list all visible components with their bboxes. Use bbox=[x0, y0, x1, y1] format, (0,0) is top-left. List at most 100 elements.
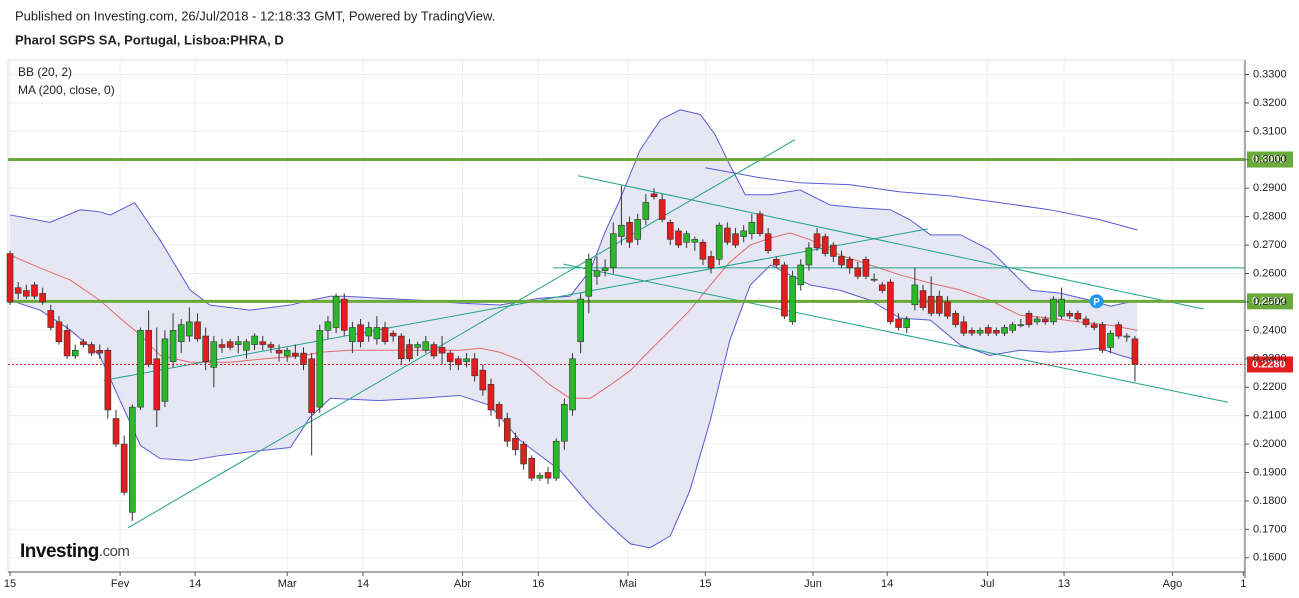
trend-line bbox=[103, 228, 928, 381]
candle-body bbox=[112, 418, 120, 445]
candle-body bbox=[634, 219, 642, 240]
candle-body bbox=[707, 256, 715, 269]
marker-dot bbox=[1089, 294, 1104, 309]
candle-body bbox=[536, 475, 544, 479]
candle-body bbox=[202, 335, 209, 362]
y-tick-label: 0.2400 bbox=[1253, 324, 1287, 336]
candle-body bbox=[764, 233, 772, 252]
candle-body bbox=[47, 310, 55, 328]
candle-body bbox=[748, 222, 756, 234]
y-tick-label: 0.1900 bbox=[1253, 466, 1287, 478]
x-tick-label: 1 bbox=[1240, 578, 1246, 590]
bollinger-band bbox=[9, 109, 1138, 549]
candle-body bbox=[895, 318, 902, 328]
x-tick-label: 14 bbox=[189, 578, 201, 590]
candle-body bbox=[878, 284, 886, 291]
logo-suffix: .com bbox=[99, 543, 130, 560]
candle-body bbox=[1050, 298, 1057, 323]
x-tick-label: Mar bbox=[278, 578, 297, 590]
candle-body bbox=[740, 230, 747, 237]
candle-body bbox=[332, 295, 340, 328]
candle-body bbox=[495, 403, 503, 419]
candle-body bbox=[406, 344, 413, 360]
y-tick-label: 0.3000 bbox=[1253, 154, 1287, 166]
legend-ma: MA (200, close, 0) bbox=[18, 83, 115, 97]
x-tick-label: Abr bbox=[454, 578, 471, 590]
candle-body bbox=[487, 384, 495, 411]
candle-body bbox=[960, 321, 968, 334]
candle-body bbox=[1074, 312, 1082, 320]
candle-body bbox=[618, 224, 625, 237]
candle-body bbox=[919, 290, 927, 308]
candle-body bbox=[6, 253, 14, 303]
x-tick-label: Ago bbox=[1163, 578, 1183, 590]
trend-line bbox=[563, 263, 1228, 403]
candle-body bbox=[145, 330, 152, 365]
candle-body bbox=[1001, 327, 1008, 334]
candle-body bbox=[153, 358, 161, 411]
candle-body bbox=[210, 341, 218, 368]
candle-body bbox=[626, 222, 633, 243]
candle-body bbox=[80, 341, 87, 345]
candle-body bbox=[993, 330, 1000, 334]
candle-body bbox=[1082, 318, 1090, 325]
candle-body bbox=[1107, 332, 1114, 348]
candle-body bbox=[667, 222, 674, 240]
candle-body bbox=[63, 330, 71, 357]
logo-name: Investing bbox=[20, 541, 99, 562]
candle-body bbox=[267, 344, 275, 348]
candle-body bbox=[1041, 318, 1049, 323]
y-tick-label: 0.3200 bbox=[1253, 97, 1287, 109]
candle-body bbox=[968, 330, 976, 334]
trend-line bbox=[127, 139, 796, 529]
candle-body bbox=[234, 341, 242, 345]
bb-upper bbox=[9, 109, 1138, 311]
candle-body bbox=[243, 341, 250, 351]
candle-body bbox=[308, 358, 315, 414]
candle-body bbox=[838, 256, 845, 266]
candle-body bbox=[129, 406, 136, 513]
y-tick-label: 0.3300 bbox=[1253, 68, 1287, 80]
marker-label: P bbox=[1093, 297, 1100, 308]
published-note: Published on Investing.com, 26/Jul/2018 … bbox=[15, 8, 495, 23]
trend-line bbox=[578, 175, 1204, 310]
x-tick-label: 15 bbox=[699, 578, 711, 590]
chart-title: Pharol SGPS SA, Portugal, Lisboa:PHRA, D bbox=[15, 32, 284, 47]
candle-body bbox=[944, 301, 951, 317]
candle-body bbox=[23, 290, 30, 297]
candle-body bbox=[1058, 298, 1065, 317]
candle-body bbox=[789, 276, 796, 323]
candle-body bbox=[39, 293, 46, 303]
candle-body bbox=[642, 202, 650, 220]
candle-body bbox=[292, 352, 299, 357]
x-tick-label: 16 bbox=[532, 578, 544, 590]
candle-body bbox=[283, 349, 291, 357]
candle-body bbox=[104, 349, 112, 411]
candle-body bbox=[1090, 324, 1098, 328]
candle-body bbox=[854, 267, 862, 277]
candle-body bbox=[544, 472, 552, 479]
candle-body bbox=[650, 193, 658, 198]
band-fill bbox=[10, 109, 1138, 548]
candle-body bbox=[927, 295, 935, 314]
candle-body bbox=[593, 270, 601, 277]
candle-body bbox=[31, 284, 38, 297]
candle-body bbox=[357, 324, 364, 343]
candle-body bbox=[455, 358, 462, 365]
candle-body bbox=[976, 330, 984, 334]
x-tick-label: Fev bbox=[111, 578, 130, 590]
candle-body bbox=[71, 349, 79, 357]
candle-body bbox=[161, 338, 169, 402]
candle-body bbox=[862, 258, 870, 277]
candle-body bbox=[984, 327, 992, 334]
candle-body bbox=[805, 247, 813, 266]
candle-body bbox=[340, 298, 348, 331]
y-tick-label: 0.2500 bbox=[1253, 296, 1287, 308]
x-tick-label: Mai bbox=[619, 578, 637, 590]
candle-body bbox=[870, 278, 878, 281]
y-tick-label: 0.2000 bbox=[1253, 438, 1287, 450]
candle-body bbox=[683, 233, 690, 243]
candle-body bbox=[512, 438, 519, 451]
